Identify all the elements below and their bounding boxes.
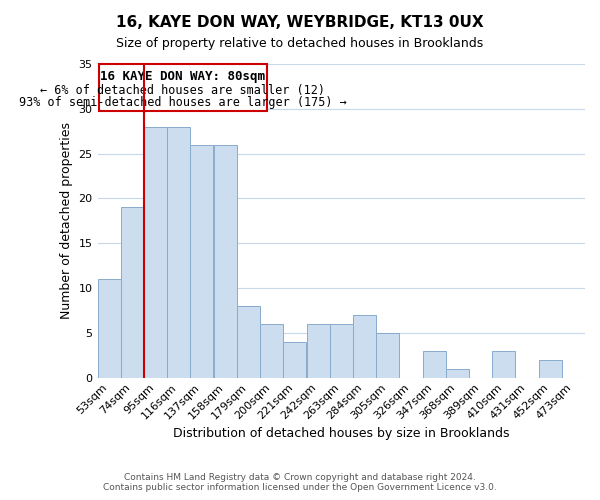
Bar bbox=[260, 324, 283, 378]
Bar bbox=[446, 368, 469, 378]
Bar bbox=[190, 144, 214, 378]
Bar bbox=[376, 333, 399, 378]
Bar bbox=[98, 279, 121, 378]
Bar bbox=[121, 208, 144, 378]
Bar bbox=[144, 126, 167, 378]
Bar bbox=[237, 306, 260, 378]
Text: ← 6% of detached houses are smaller (12): ← 6% of detached houses are smaller (12) bbox=[40, 84, 325, 96]
Text: 16, KAYE DON WAY, WEYBRIDGE, KT13 0UX: 16, KAYE DON WAY, WEYBRIDGE, KT13 0UX bbox=[116, 15, 484, 30]
Bar bbox=[307, 324, 329, 378]
Bar bbox=[214, 144, 236, 378]
Bar bbox=[98, 64, 267, 110]
Y-axis label: Number of detached properties: Number of detached properties bbox=[60, 122, 73, 320]
Text: 16 KAYE DON WAY: 80sqm: 16 KAYE DON WAY: 80sqm bbox=[100, 70, 265, 84]
Text: 93% of semi-detached houses are larger (175) →: 93% of semi-detached houses are larger (… bbox=[19, 96, 347, 110]
Bar bbox=[422, 350, 446, 378]
Bar bbox=[330, 324, 353, 378]
Bar bbox=[353, 315, 376, 378]
Text: Contains HM Land Registry data © Crown copyright and database right 2024.
Contai: Contains HM Land Registry data © Crown c… bbox=[103, 473, 497, 492]
Bar bbox=[283, 342, 307, 378]
Text: Size of property relative to detached houses in Brooklands: Size of property relative to detached ho… bbox=[116, 38, 484, 51]
Bar bbox=[539, 360, 562, 378]
Bar bbox=[492, 350, 515, 378]
X-axis label: Distribution of detached houses by size in Brooklands: Distribution of detached houses by size … bbox=[173, 427, 509, 440]
Bar bbox=[167, 126, 190, 378]
